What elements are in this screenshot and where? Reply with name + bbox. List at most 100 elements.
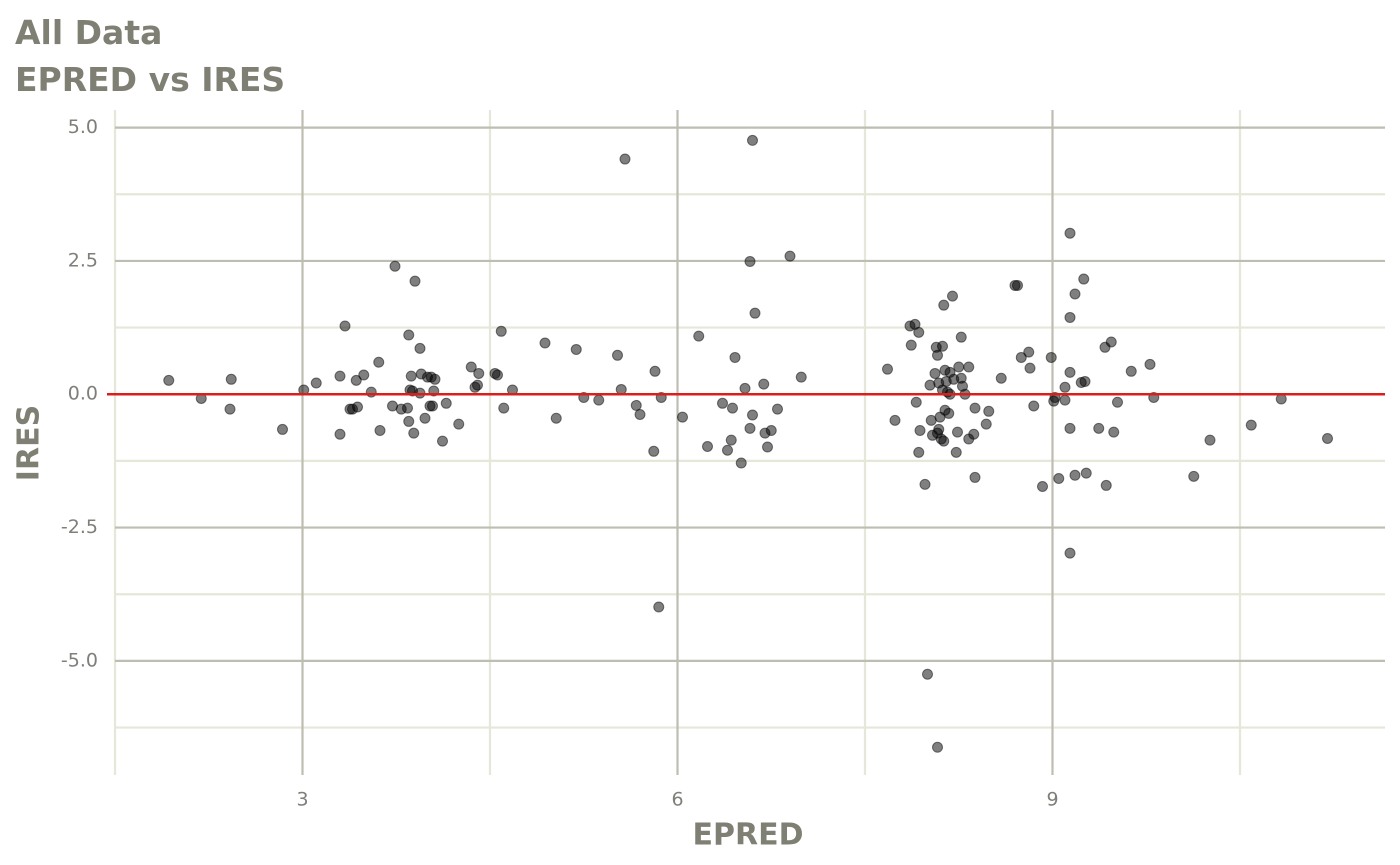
point [953, 361, 965, 373]
point [795, 371, 807, 383]
point [419, 412, 431, 424]
point [1064, 311, 1076, 323]
point [933, 423, 945, 435]
point [1028, 400, 1040, 412]
x-tick-label: 6 [671, 789, 683, 811]
point [1079, 375, 1091, 387]
point [440, 397, 452, 409]
point [1093, 422, 1105, 434]
point [717, 397, 728, 409]
point [1015, 351, 1027, 363]
point [744, 255, 756, 267]
y-tick-label: -5.0 [61, 649, 98, 671]
point [498, 402, 510, 414]
point [938, 299, 950, 311]
point [702, 440, 713, 452]
point [539, 337, 551, 349]
point [995, 372, 1007, 384]
point [310, 377, 322, 389]
point [593, 394, 605, 406]
x-tick-label: 9 [1046, 789, 1058, 811]
point [414, 342, 426, 354]
point [339, 320, 351, 332]
point [882, 363, 893, 375]
point [693, 330, 705, 342]
point [1144, 358, 1156, 370]
point [472, 379, 483, 391]
point [747, 409, 758, 421]
x-tick-label: 3 [296, 789, 308, 811]
point [630, 399, 642, 411]
point [943, 407, 955, 419]
point [1045, 351, 1057, 363]
point [727, 402, 738, 414]
point [373, 356, 385, 368]
point [739, 382, 751, 394]
point [615, 383, 627, 395]
point [932, 741, 943, 753]
point [492, 369, 503, 381]
point [913, 326, 925, 338]
point [374, 425, 386, 437]
point [1064, 547, 1076, 559]
point [352, 401, 363, 413]
point [1125, 365, 1137, 377]
chart-title: All Data [15, 13, 162, 52]
point [980, 418, 992, 430]
point [729, 351, 741, 363]
point [947, 290, 958, 302]
point [653, 601, 665, 613]
point [963, 361, 975, 373]
point [648, 445, 660, 457]
point [969, 471, 981, 483]
point [758, 378, 770, 390]
point [677, 411, 688, 423]
chart-subtitle: EPRED vs IRES [15, 60, 285, 99]
point [1059, 381, 1071, 393]
point [365, 386, 377, 398]
point [1037, 480, 1048, 492]
point [1064, 422, 1076, 434]
point [389, 260, 401, 272]
point [765, 425, 777, 437]
point [495, 325, 507, 337]
point [1059, 394, 1071, 406]
point [1064, 366, 1076, 378]
point [937, 340, 948, 352]
point [969, 402, 981, 414]
point [922, 668, 933, 680]
point [1322, 433, 1333, 445]
point [550, 412, 562, 424]
point [762, 441, 773, 453]
point [570, 343, 582, 355]
point [1023, 346, 1035, 358]
point [1245, 419, 1257, 431]
y-axis-label: IRES [12, 405, 47, 481]
point [914, 425, 926, 437]
y-tick-label: 2.5 [68, 249, 98, 271]
point [744, 422, 756, 434]
point [403, 415, 415, 427]
point [1188, 470, 1200, 482]
point [889, 414, 901, 426]
point [929, 367, 941, 379]
point [913, 446, 925, 458]
point [619, 153, 631, 165]
point [163, 374, 175, 386]
point [224, 403, 236, 415]
point [1108, 426, 1120, 438]
point [334, 370, 346, 382]
point [405, 370, 417, 382]
y-tick-label: 5.0 [68, 116, 98, 138]
point [465, 361, 477, 373]
point [277, 423, 288, 435]
point [1080, 467, 1092, 479]
point [409, 275, 421, 287]
point [955, 331, 967, 343]
point [408, 427, 420, 439]
point [722, 444, 733, 456]
point [403, 329, 415, 341]
point [932, 349, 943, 361]
point [749, 307, 761, 319]
